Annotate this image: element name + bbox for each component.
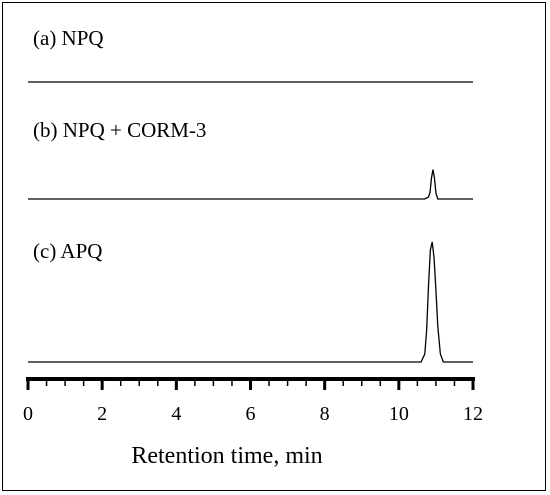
x-tick-label-0: 0 <box>23 403 33 425</box>
panel-label-1: (b) NPQ + CORM-3 <box>33 118 206 142</box>
series-line-2 <box>28 241 473 363</box>
x-tick-label-2: 4 <box>171 403 181 425</box>
panel-label-2: (c) APQ <box>33 239 102 263</box>
x-tick-label-5: 10 <box>389 403 409 425</box>
figure-frame <box>2 2 546 491</box>
x-tick-label-4: 8 <box>320 403 330 425</box>
x-tick-label-6: 12 <box>463 403 483 425</box>
panel-label-0: (a) NPQ <box>33 26 104 50</box>
x-tick-label-1: 2 <box>97 403 107 425</box>
x-axis-title: Retention time, min <box>131 443 322 469</box>
x-tick-label-3: 6 <box>246 403 256 425</box>
series-line-1 <box>28 169 473 200</box>
